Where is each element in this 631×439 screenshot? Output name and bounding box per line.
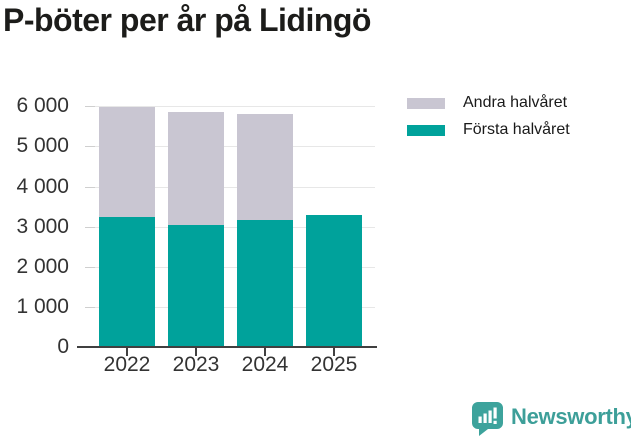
- legend-label: Första halvåret: [463, 121, 570, 138]
- y-axis-label: 2 000: [16, 254, 69, 278]
- x-axis-label: 2022: [103, 353, 151, 376]
- x-axis-label: 2023: [172, 353, 220, 376]
- y-gridline: [85, 266, 375, 268]
- legend-item: Andra halvåret: [407, 90, 570, 116]
- bar-segment-first-half: [237, 219, 293, 347]
- y-axis-label: 6 000: [16, 94, 69, 118]
- bar-segment-first-half: [168, 224, 224, 347]
- x-axis-line: [77, 346, 377, 348]
- x-axis-tick: [126, 348, 128, 356]
- y-gridline: [85, 306, 375, 308]
- y-axis-label: 4 000: [16, 174, 69, 198]
- y-gridline: [85, 106, 375, 108]
- x-axis-label: 2025: [310, 353, 358, 376]
- y-axis-label: 3 000: [16, 214, 69, 238]
- bar-segment-second-half: [237, 113, 293, 220]
- y-gridline: [85, 226, 375, 228]
- legend-swatch: [407, 124, 445, 136]
- y-axis-label: 5 000: [16, 134, 69, 158]
- newsworthy-brand: Newsworthy: [472, 402, 631, 437]
- x-axis-tick: [264, 348, 266, 356]
- y-gridline: [85, 146, 375, 148]
- bar-segment-first-half: [306, 214, 362, 347]
- y-axis-label: 1 000: [16, 294, 69, 318]
- bar-segment-first-half: [99, 216, 155, 347]
- y-axis-label: 0: [57, 335, 69, 358]
- chart-legend: Andra halvåret Första halvåret: [407, 90, 570, 144]
- bar-segment-second-half: [168, 112, 224, 225]
- legend-swatch: [407, 97, 445, 109]
- x-axis-tick: [333, 348, 335, 356]
- y-axis-tick: [85, 186, 95, 188]
- y-axis-tick: [85, 266, 95, 268]
- y-gridline: [85, 186, 375, 188]
- newsworthy-wordmark: Newsworthy: [511, 404, 631, 429]
- y-axis-tick: [85, 106, 95, 108]
- y-axis-tick: [85, 146, 95, 148]
- x-axis-label: 2024: [241, 353, 289, 376]
- y-axis-tick: [85, 226, 95, 228]
- bar-segment-second-half: [99, 107, 155, 217]
- legend-label: Andra halvåret: [463, 94, 568, 111]
- legend-item: Första halvåret: [407, 117, 570, 143]
- chart-title: P-böter per år på Lidingö: [3, 2, 371, 38]
- y-axis-tick: [85, 306, 95, 308]
- newsworthy-logo-icon: [472, 402, 503, 436]
- x-axis-tick: [195, 348, 197, 356]
